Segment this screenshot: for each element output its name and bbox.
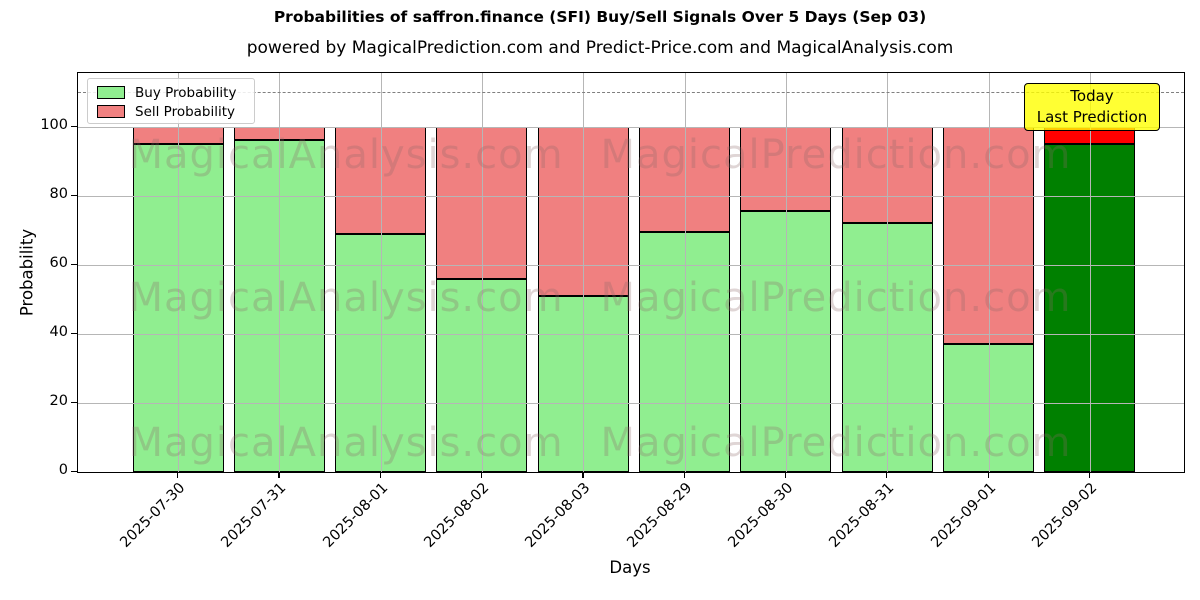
y-tick-mark [71, 194, 77, 196]
y-tick-mark [71, 471, 77, 473]
legend-item-sell: Sell Probability [97, 103, 236, 120]
x-gridline [279, 73, 281, 472]
today-annotation: Today Last Prediction [1024, 83, 1160, 131]
x-axis-label: Days [609, 558, 651, 577]
x-gridline [178, 73, 179, 472]
y-tick-label: 80 [49, 185, 68, 202]
x-tick-mark [886, 472, 888, 478]
y-tick-label: 0 [58, 462, 68, 478]
watermark-text: MagicalAnalysis.com [128, 275, 564, 321]
watermark-text: MagicalAnalysis.com [128, 132, 564, 178]
x-tick-mark [784, 472, 787, 478]
chart-subtitle: powered by MagicalPrediction.com and Pre… [246, 38, 954, 58]
x-tick-mark [582, 472, 584, 478]
watermark-text: MagicalAnalysis.com [128, 420, 564, 466]
x-tick-mark [278, 472, 280, 478]
y-gridline [78, 264, 1184, 266]
x-tick-mark [683, 472, 685, 478]
y-gridline [78, 402, 1184, 404]
y-gridline [78, 195, 1184, 197]
y-tick-mark [71, 263, 77, 265]
x-tick-mark [480, 472, 483, 478]
x-gridline [1089, 73, 1091, 472]
watermark-text: MagicalPrediction.com [600, 275, 1072, 321]
legend-item-buy: Buy Probability [97, 84, 237, 101]
x-tick-mark [379, 472, 381, 478]
x-tick-mark [1088, 472, 1091, 478]
legend: Buy Probability Sell Probability [87, 78, 255, 124]
today-annotation-line2: Last Prediction [1036, 108, 1148, 126]
x-gridline [380, 73, 382, 472]
plot-area: Buy Probability Sell Probability Today L… [77, 72, 1185, 473]
x-gridline [481, 73, 483, 472]
y-tick-mark [71, 401, 77, 404]
legend-sell-label: Sell Probability [135, 103, 236, 120]
y-tick-label: 60 [49, 254, 68, 271]
watermark-text: MagicalPrediction.com [600, 420, 1072, 466]
y-axis-label: Probability [17, 228, 37, 317]
x-tick-mark [177, 472, 179, 478]
sell-swatch [97, 105, 125, 118]
y-tick-mark [71, 332, 77, 334]
chart-title: Probabilities of saffron.finance (SFI) B… [273, 8, 927, 26]
x-gridline [583, 73, 585, 472]
y-gridline [78, 333, 1184, 335]
x-gridline [988, 73, 990, 472]
today-annotation-line1: Today [1070, 87, 1114, 105]
watermark-text: MagicalPrediction.com [600, 132, 1072, 178]
buy-swatch [97, 86, 125, 99]
legend-buy-label: Buy Probability [135, 84, 237, 101]
y-gridline [78, 126, 1184, 128]
x-gridline [785, 73, 787, 472]
y-tick-label: 20 [49, 392, 68, 409]
x-gridline [887, 73, 889, 472]
y-tick-label: 100 [40, 116, 68, 133]
y-tick-label: 40 [49, 323, 68, 340]
y-tick-mark [71, 125, 77, 127]
x-gridline [684, 73, 686, 472]
x-tick-mark [987, 472, 989, 478]
dashed-threshold-line [78, 92, 1184, 93]
